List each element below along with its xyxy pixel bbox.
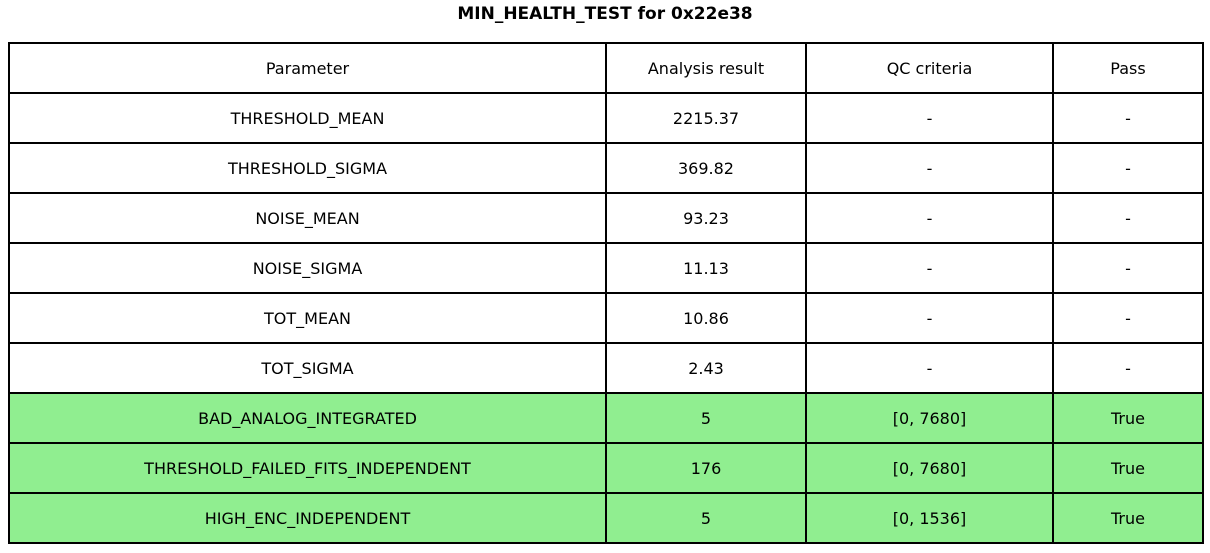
page-title: MIN_HEALTH_TEST for 0x22e38: [457, 4, 753, 24]
analysis-result-cell: 2.43: [605, 342, 807, 394]
table-row-pass: BAD_ANALOG_INTEGRATED 5 [0, 7680] True: [8, 392, 1204, 444]
pass-cell: True: [1052, 392, 1204, 444]
table-row: NOISE_MEAN 93.23 - -: [8, 192, 1204, 244]
parameter-cell: THRESHOLD_SIGMA: [8, 142, 607, 194]
table-row: TOT_MEAN 10.86 - -: [8, 292, 1204, 344]
pass-cell: -: [1052, 342, 1204, 394]
pass-cell: -: [1052, 142, 1204, 194]
header-analysis-result: Analysis result: [605, 42, 807, 94]
pass-cell: -: [1052, 242, 1204, 294]
parameter-cell: THRESHOLD_FAILED_FITS_INDEPENDENT: [8, 442, 607, 494]
pass-cell: -: [1052, 292, 1204, 344]
table-row-pass: HIGH_ENC_INDEPENDENT 5 [0, 1536] True: [8, 492, 1204, 544]
analysis-result-cell: 5: [605, 492, 807, 544]
qc-criteria-cell: -: [805, 192, 1054, 244]
analysis-result-cell: 369.82: [605, 142, 807, 194]
parameter-cell: TOT_SIGMA: [8, 342, 607, 394]
table-row: NOISE_SIGMA 11.13 - -: [8, 242, 1204, 294]
analysis-result-cell: 176: [605, 442, 807, 494]
analysis-result-cell: 11.13: [605, 242, 807, 294]
qc-criteria-cell: [0, 7680]: [805, 442, 1054, 494]
qc-criteria-cell: -: [805, 342, 1054, 394]
parameter-cell: THRESHOLD_MEAN: [8, 92, 607, 144]
qc-criteria-cell: [0, 7680]: [805, 392, 1054, 444]
parameter-cell: NOISE_SIGMA: [8, 242, 607, 294]
pass-cell: True: [1052, 492, 1204, 544]
table-header: Parameter Analysis result QC criteria Pa…: [8, 42, 1204, 94]
analysis-result-cell: 93.23: [605, 192, 807, 244]
table-row: THRESHOLD_MEAN 2215.37 - -: [8, 92, 1204, 144]
parameter-cell: NOISE_MEAN: [8, 192, 607, 244]
parameter-cell: BAD_ANALOG_INTEGRATED: [8, 392, 607, 444]
qc-table: Parameter Analysis result QC criteria Pa…: [8, 42, 1204, 544]
pass-cell: -: [1052, 192, 1204, 244]
table-row-pass: THRESHOLD_FAILED_FITS_INDEPENDENT 176 [0…: [8, 442, 1204, 494]
table-body: THRESHOLD_MEAN 2215.37 - - THRESHOLD_SIG…: [8, 92, 1204, 544]
qc-criteria-cell: [0, 1536]: [805, 492, 1054, 544]
qc-criteria-cell: -: [805, 242, 1054, 294]
analysis-result-cell: 5: [605, 392, 807, 444]
pass-cell: True: [1052, 442, 1204, 494]
pass-cell: -: [1052, 92, 1204, 144]
header-pass: Pass: [1052, 42, 1204, 94]
qc-criteria-cell: -: [805, 142, 1054, 194]
analysis-result-cell: 2215.37: [605, 92, 807, 144]
header-qc-criteria: QC criteria: [805, 42, 1054, 94]
qc-criteria-cell: -: [805, 292, 1054, 344]
parameter-cell: HIGH_ENC_INDEPENDENT: [8, 492, 607, 544]
header-parameter: Parameter: [8, 42, 607, 94]
analysis-result-cell: 10.86: [605, 292, 807, 344]
parameter-cell: TOT_MEAN: [8, 292, 607, 344]
qc-criteria-cell: -: [805, 92, 1054, 144]
table-row: THRESHOLD_SIGMA 369.82 - -: [8, 142, 1204, 194]
table-row: TOT_SIGMA 2.43 - -: [8, 342, 1204, 394]
header-row: Parameter Analysis result QC criteria Pa…: [8, 42, 1204, 94]
